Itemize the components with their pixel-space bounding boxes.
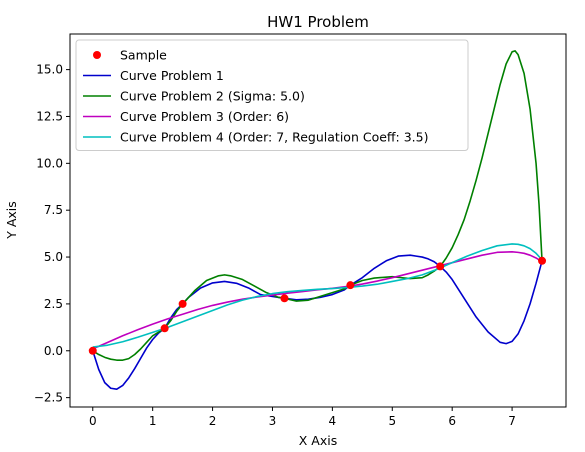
x-tick-label: 3 (269, 414, 277, 428)
plot-frame (69, 33, 567, 408)
sample-point (346, 281, 355, 290)
x-tick-label: 1 (149, 414, 157, 428)
plot-area (88, 50, 547, 390)
y-tick-label: 2.5 (44, 297, 63, 311)
x-tick-label: 6 (448, 414, 456, 428)
series-line-3 (92, 251, 543, 350)
legend-marker (93, 51, 101, 59)
legend-box (75, 39, 469, 151)
y-tick-label: −2.5 (34, 391, 63, 405)
y-tick-label: 7.5 (44, 203, 63, 217)
y-tick-label: 0.0 (44, 344, 63, 358)
legend: Sample Curve Problem 1 Curve Problem 2 (Si… (75, 39, 469, 151)
y-tick-label: 15.0 (36, 63, 63, 77)
x-tick-label: 5 (388, 414, 396, 428)
legend-label: Curve Problem 1 (120, 68, 224, 83)
sample-point (538, 256, 547, 265)
sample-point (436, 262, 445, 271)
series-line-2 (92, 50, 543, 361)
y-tick-label: 5.0 (44, 250, 63, 264)
chart-title: HW1 Problem (267, 13, 369, 31)
series-line-4 (92, 243, 543, 348)
sample-point (160, 324, 169, 333)
axis-ticks: 0 1 2 3 4 5 6 7 −2.5 0.0 2.5 5.0 7.5 10.0 12.5 15.0 (34, 63, 516, 428)
x-tick-label: 0 (89, 414, 97, 428)
sample-point (280, 294, 289, 303)
legend-label: Curve Problem 3 (Order: 6) (120, 109, 289, 124)
legend-label: Sample (120, 48, 167, 63)
legend-label: Curve Problem 2 (Sigma: 5.0) (120, 89, 305, 104)
legend-label: Curve Problem 4 (Order: 7, Regulation Co… (120, 130, 428, 145)
x-tick-label: 4 (329, 414, 337, 428)
x-axis-label: X Axis (299, 433, 337, 448)
y-axis-label: Y Axis (4, 201, 19, 240)
sample-point (178, 299, 187, 308)
x-tick-label: 2 (209, 414, 217, 428)
sample-point (88, 346, 97, 355)
x-tick-label: 7 (508, 414, 516, 428)
y-tick-label: 12.5 (36, 109, 63, 123)
y-tick-label: 10.0 (36, 156, 63, 170)
